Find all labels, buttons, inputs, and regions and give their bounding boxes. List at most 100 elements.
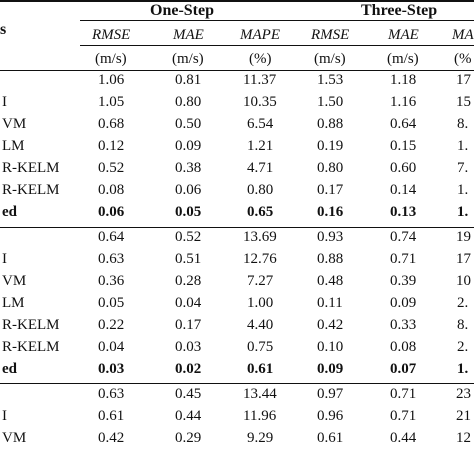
table-cell: 0.22 (98, 317, 125, 333)
table-cell: 23 (456, 386, 471, 402)
table-cell: 1.18 (390, 72, 417, 88)
table-cell: 1.21 (247, 138, 274, 154)
table-cell: 0.52 (175, 229, 202, 245)
row-label: R-KELM (2, 160, 60, 176)
table-cell: 0.03 (175, 339, 202, 355)
metric-header: MAE (173, 27, 204, 43)
table-cell: 0.14 (390, 182, 417, 198)
table-cell: 11.96 (243, 408, 277, 424)
table-cell: 0.50 (175, 116, 202, 132)
table-cell: 0.68 (98, 116, 125, 132)
table-cell: 8. (457, 317, 469, 333)
table-cell: 0.51 (175, 251, 202, 267)
table-cell: 1. (457, 204, 469, 220)
unit-header: (m/s) (314, 51, 346, 67)
table-cell: 15 (456, 94, 471, 110)
row-label: R-KELM (2, 182, 60, 198)
table-cell: 0.13 (390, 204, 417, 220)
unit-header: (m/s) (95, 51, 127, 67)
table-cell: 0.65 (247, 204, 274, 220)
table-cell: 0.17 (317, 182, 344, 198)
metric-underline (80, 45, 474, 46)
table-cell: 0.80 (247, 182, 274, 198)
metric-header: RMSE (92, 27, 131, 43)
table-cell: 4.40 (247, 317, 274, 333)
table-cell: 0.42 (98, 430, 125, 446)
table-cell: 0.61 (98, 408, 125, 424)
stub-header: s (0, 21, 7, 38)
unit-header: (% (454, 51, 472, 67)
table-cell: 0.07 (390, 361, 417, 377)
row-label: VM (2, 273, 27, 289)
table-cell: 7. (457, 160, 469, 176)
group-rule-2 (0, 227, 474, 228)
top-rule (0, 0, 474, 2)
table-cell: 0.10 (317, 339, 344, 355)
row-label: LM (2, 138, 25, 154)
table-cell: 0.42 (317, 317, 344, 333)
table-cell: 0.08 (390, 339, 417, 355)
row-label: R-KELM (2, 339, 60, 355)
table-cell: 0.06 (175, 182, 202, 198)
table-cell: 1.05 (98, 94, 125, 110)
table-cell: 0.80 (317, 160, 344, 176)
unit-header: (%) (249, 51, 272, 67)
table-cell: 12.76 (243, 251, 277, 267)
table-cell: 0.39 (390, 273, 417, 289)
table-cell: 0.64 (98, 229, 125, 245)
row-label: I (2, 251, 7, 267)
table-cell: 0.45 (175, 386, 202, 402)
table-cell: 0.19 (317, 138, 344, 154)
table-cell: 0.80 (175, 94, 202, 110)
table-cell: 0.11 (317, 295, 343, 311)
table-cell: 0.44 (390, 430, 417, 446)
table-cell: 21 (456, 408, 471, 424)
row-label: R-KELM (2, 317, 60, 333)
table-cell: 12 (456, 430, 471, 446)
table-cell: 11.37 (243, 72, 277, 88)
table-cell: 0.96 (317, 408, 344, 424)
table-cell: 0.28 (175, 273, 202, 289)
table-cell: 1.00 (247, 295, 274, 311)
table-cell: 0.38 (175, 160, 202, 176)
metric-header: MAE (388, 27, 419, 43)
table-cell: 2. (457, 339, 469, 355)
table-cell: 4.71 (247, 160, 274, 176)
header-bottom-rule (0, 70, 474, 71)
one-step-underline (80, 20, 338, 21)
table-cell: 0.71 (390, 386, 417, 402)
table-cell: 7.27 (247, 273, 274, 289)
table-cell: 0.02 (175, 361, 202, 377)
table-cell: 1.16 (390, 94, 417, 110)
metric-header: MA (452, 27, 474, 43)
unit-header: (m/s) (387, 51, 419, 67)
row-label: VM (2, 116, 27, 132)
row-label: I (2, 408, 7, 424)
table-cell: 10.35 (243, 94, 277, 110)
table-cell: 13.69 (243, 229, 277, 245)
table-cell: 0.12 (98, 138, 125, 154)
table-cell: 0.61 (317, 430, 344, 446)
table-cell: 0.36 (98, 273, 125, 289)
table-cell: 0.71 (390, 408, 417, 424)
table-cell: 0.05 (98, 295, 125, 311)
table-cell: 0.29 (175, 430, 202, 446)
table-cell: 0.48 (317, 273, 344, 289)
table-cell: 0.75 (247, 339, 274, 355)
table-cell: 0.44 (175, 408, 202, 424)
table-cell: 0.88 (317, 251, 344, 267)
metric-header: RMSE (311, 27, 350, 43)
table-cell: 0.03 (98, 361, 125, 377)
table-cell: 0.09 (175, 138, 202, 154)
table-cell: 0.08 (98, 182, 125, 198)
table-cell: 10 (456, 273, 471, 289)
table-cell: 0.63 (98, 386, 125, 402)
table-cell: 0.17 (175, 317, 202, 333)
table-cell: 0.15 (390, 138, 417, 154)
row-label: ed (2, 361, 17, 377)
row-label: VM (2, 430, 27, 446)
table-cell: 0.81 (175, 72, 202, 88)
row-label: I (2, 94, 7, 110)
table-cell: 0.61 (247, 361, 274, 377)
